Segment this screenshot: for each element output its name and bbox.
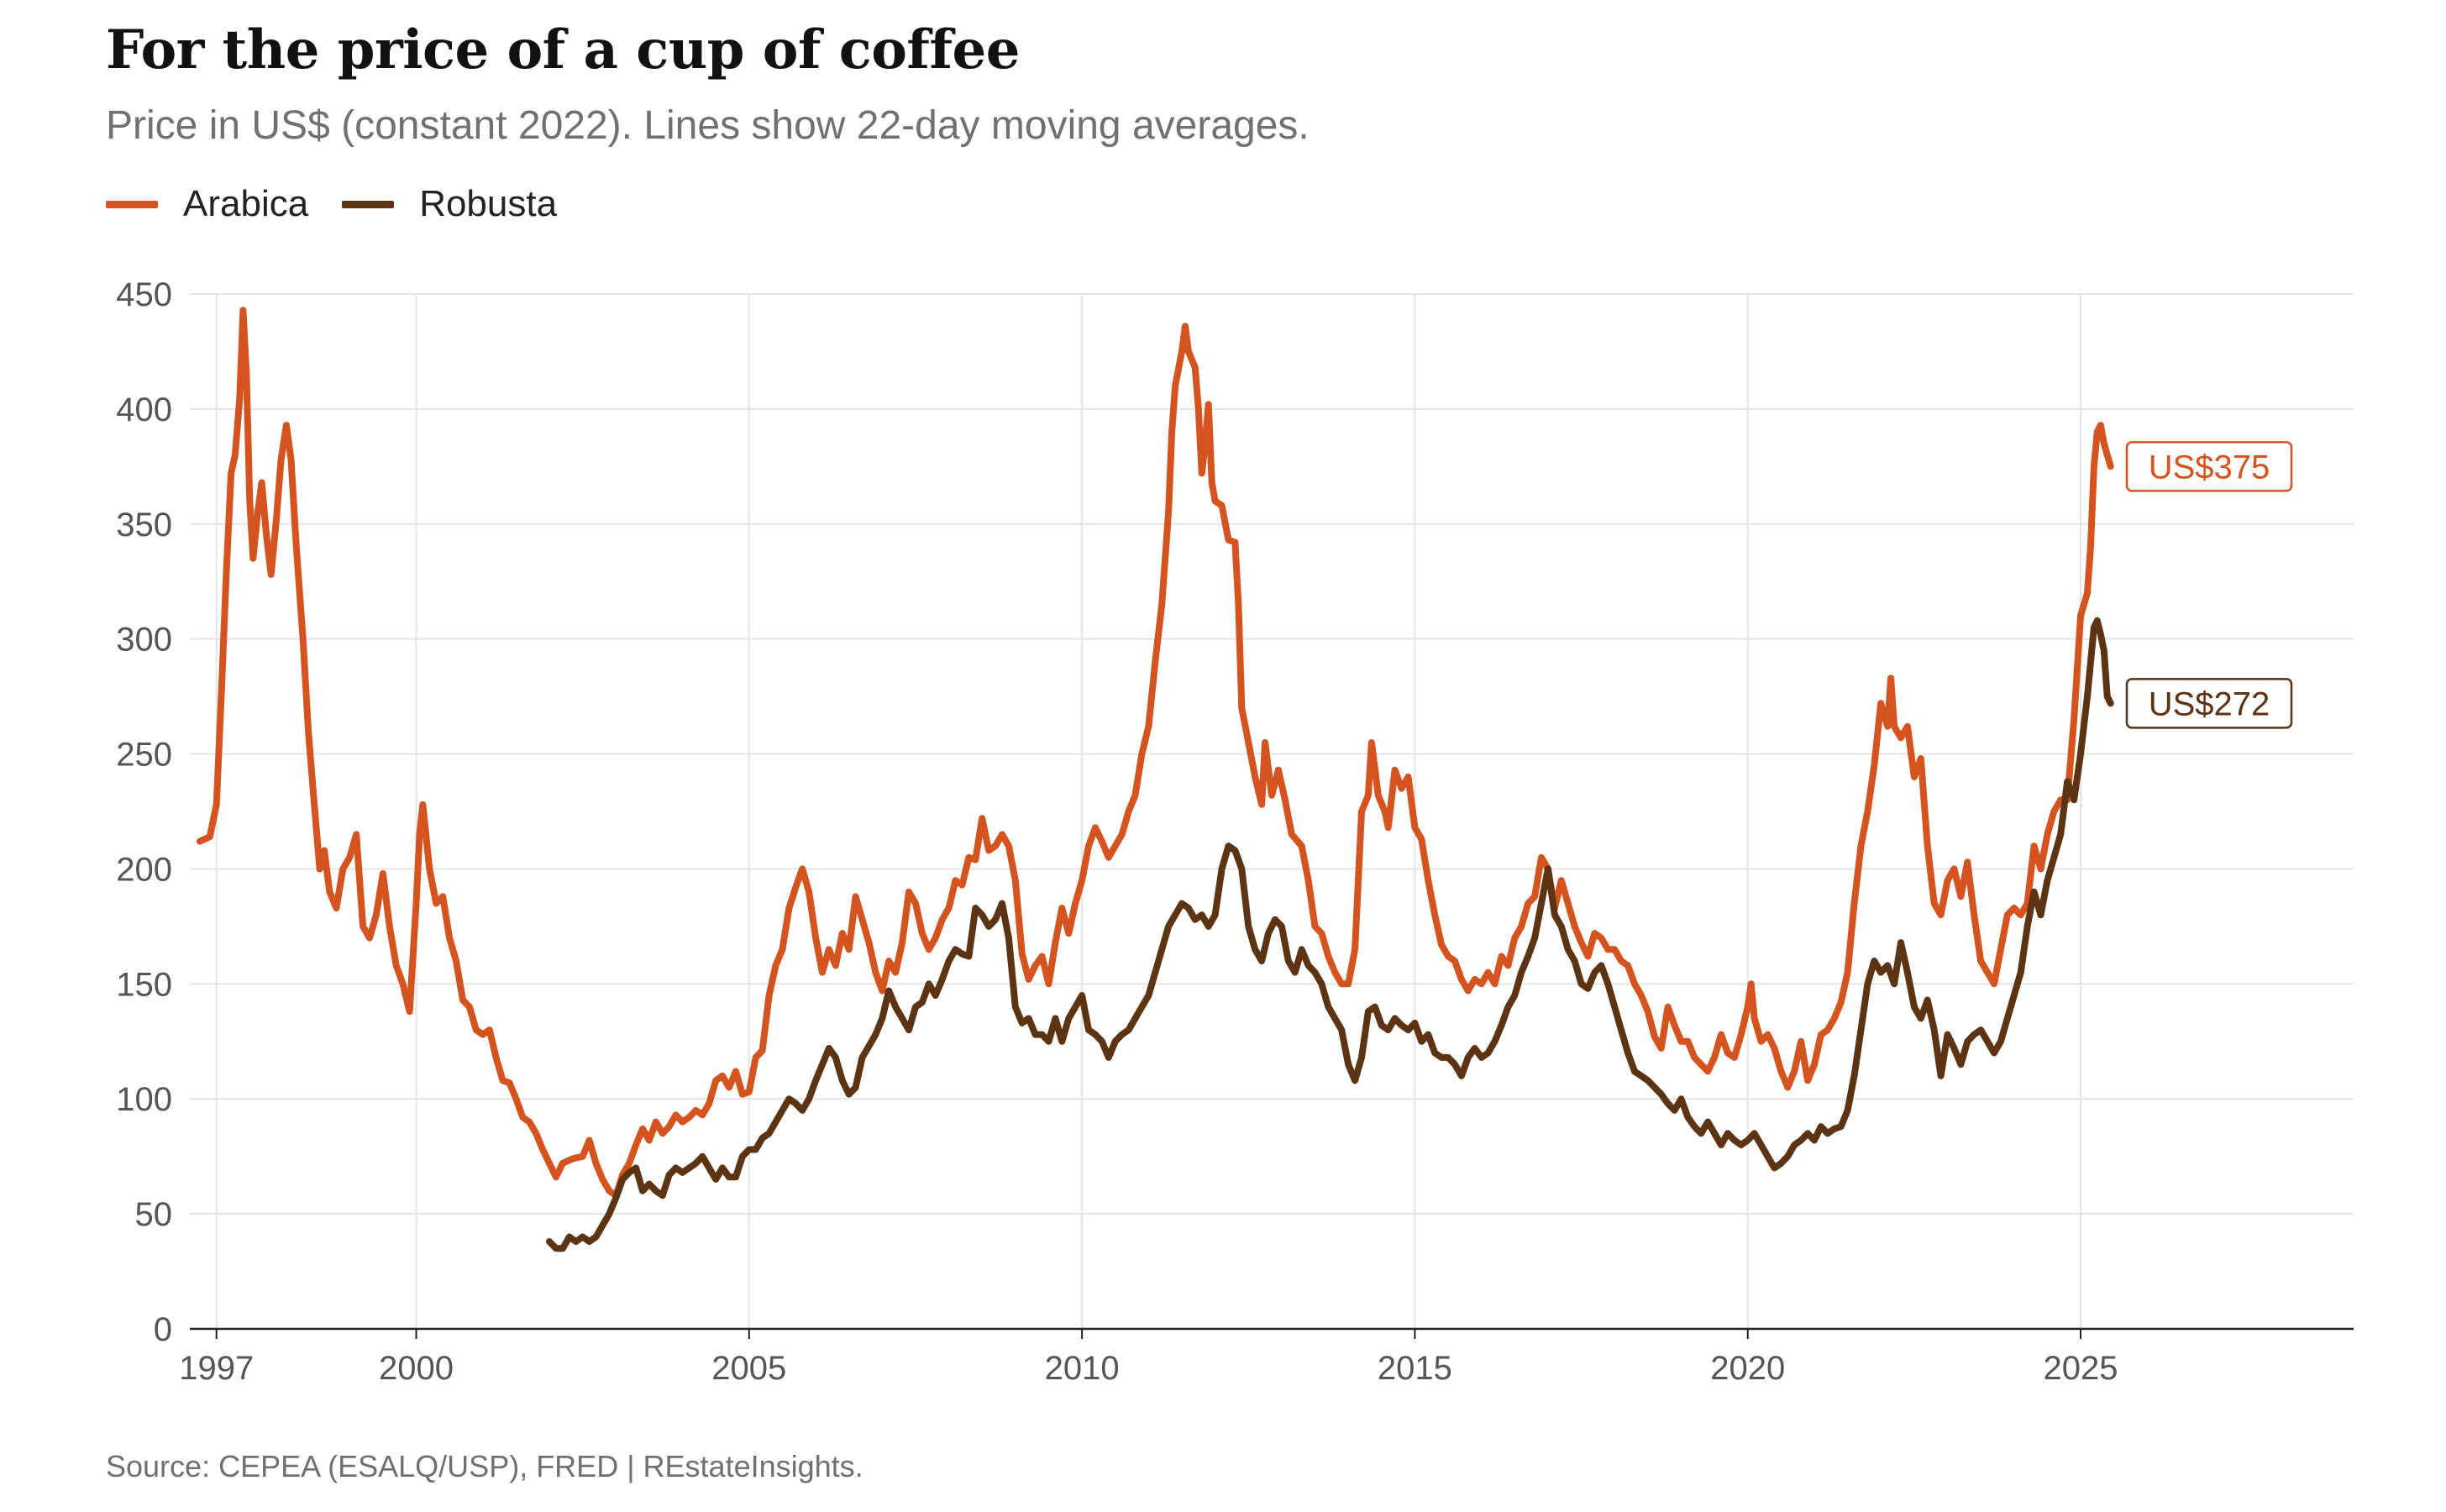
end-label-robusta: US$272: [2125, 678, 2293, 729]
x-tick-label: 2020: [1710, 1350, 1785, 1387]
legend: Arabica Robusta: [106, 183, 591, 225]
x-tick-label: 1997: [179, 1350, 254, 1387]
y-tick-label: 250: [116, 737, 172, 774]
end-label-box: [2125, 441, 2293, 492]
source-note: Source: CEPEA (ESALQ/USP), FRED | REstat…: [106, 1449, 863, 1483]
y-tick-label: 50: [135, 1196, 173, 1233]
gridlines: [190, 293, 2354, 1329]
axes: 0 50 100 150 200 250 300 350 400 450 1997 2000 2005 2…: [116, 276, 2354, 1387]
legend-label-arabica: Arabica: [183, 183, 309, 224]
y-tick-label: 450: [116, 276, 172, 313]
end-label-text: US$272: [2149, 685, 2270, 722]
legend-item-arabica[interactable]: Arabica: [106, 183, 308, 225]
end-label-text: US$375: [2149, 449, 2270, 486]
x-tick-label: 2005: [711, 1350, 786, 1387]
chart-title: For the price of a cup of coffee: [106, 18, 1020, 81]
y-tick-label: 400: [116, 391, 172, 428]
y-tick-label: 0: [154, 1311, 172, 1348]
x-tick-label: 2025: [2044, 1350, 2118, 1387]
y-tick-label: 100: [116, 1081, 172, 1118]
y-tick-label: 300: [116, 622, 172, 659]
chart-subtitle: Price in US$ (constant 2022). Lines show…: [106, 103, 1310, 148]
end-label-arabica: US$375: [2125, 441, 2293, 492]
y-tick-label: 350: [116, 507, 172, 543]
x-tick-label: 2015: [1378, 1350, 1452, 1387]
series-line-robusta: [546, 617, 2114, 1252]
legend-swatch-arabica: [106, 200, 158, 208]
x-tick-label: 2010: [1045, 1350, 1120, 1387]
legend-item-robusta[interactable]: Robusta: [342, 183, 557, 225]
y-tick-label: 150: [116, 966, 172, 1003]
legend-swatch-robusta: [342, 200, 395, 208]
legend-label-robusta: Robusta: [419, 183, 558, 224]
end-labels: US$375 US$272: [2125, 441, 2293, 729]
series-line-arabica: [196, 307, 2114, 1200]
y-tick-label: 200: [116, 851, 172, 888]
series-lines: [196, 307, 2114, 1252]
x-tick-label: 2000: [379, 1350, 454, 1387]
end-label-box: [2125, 678, 2293, 729]
